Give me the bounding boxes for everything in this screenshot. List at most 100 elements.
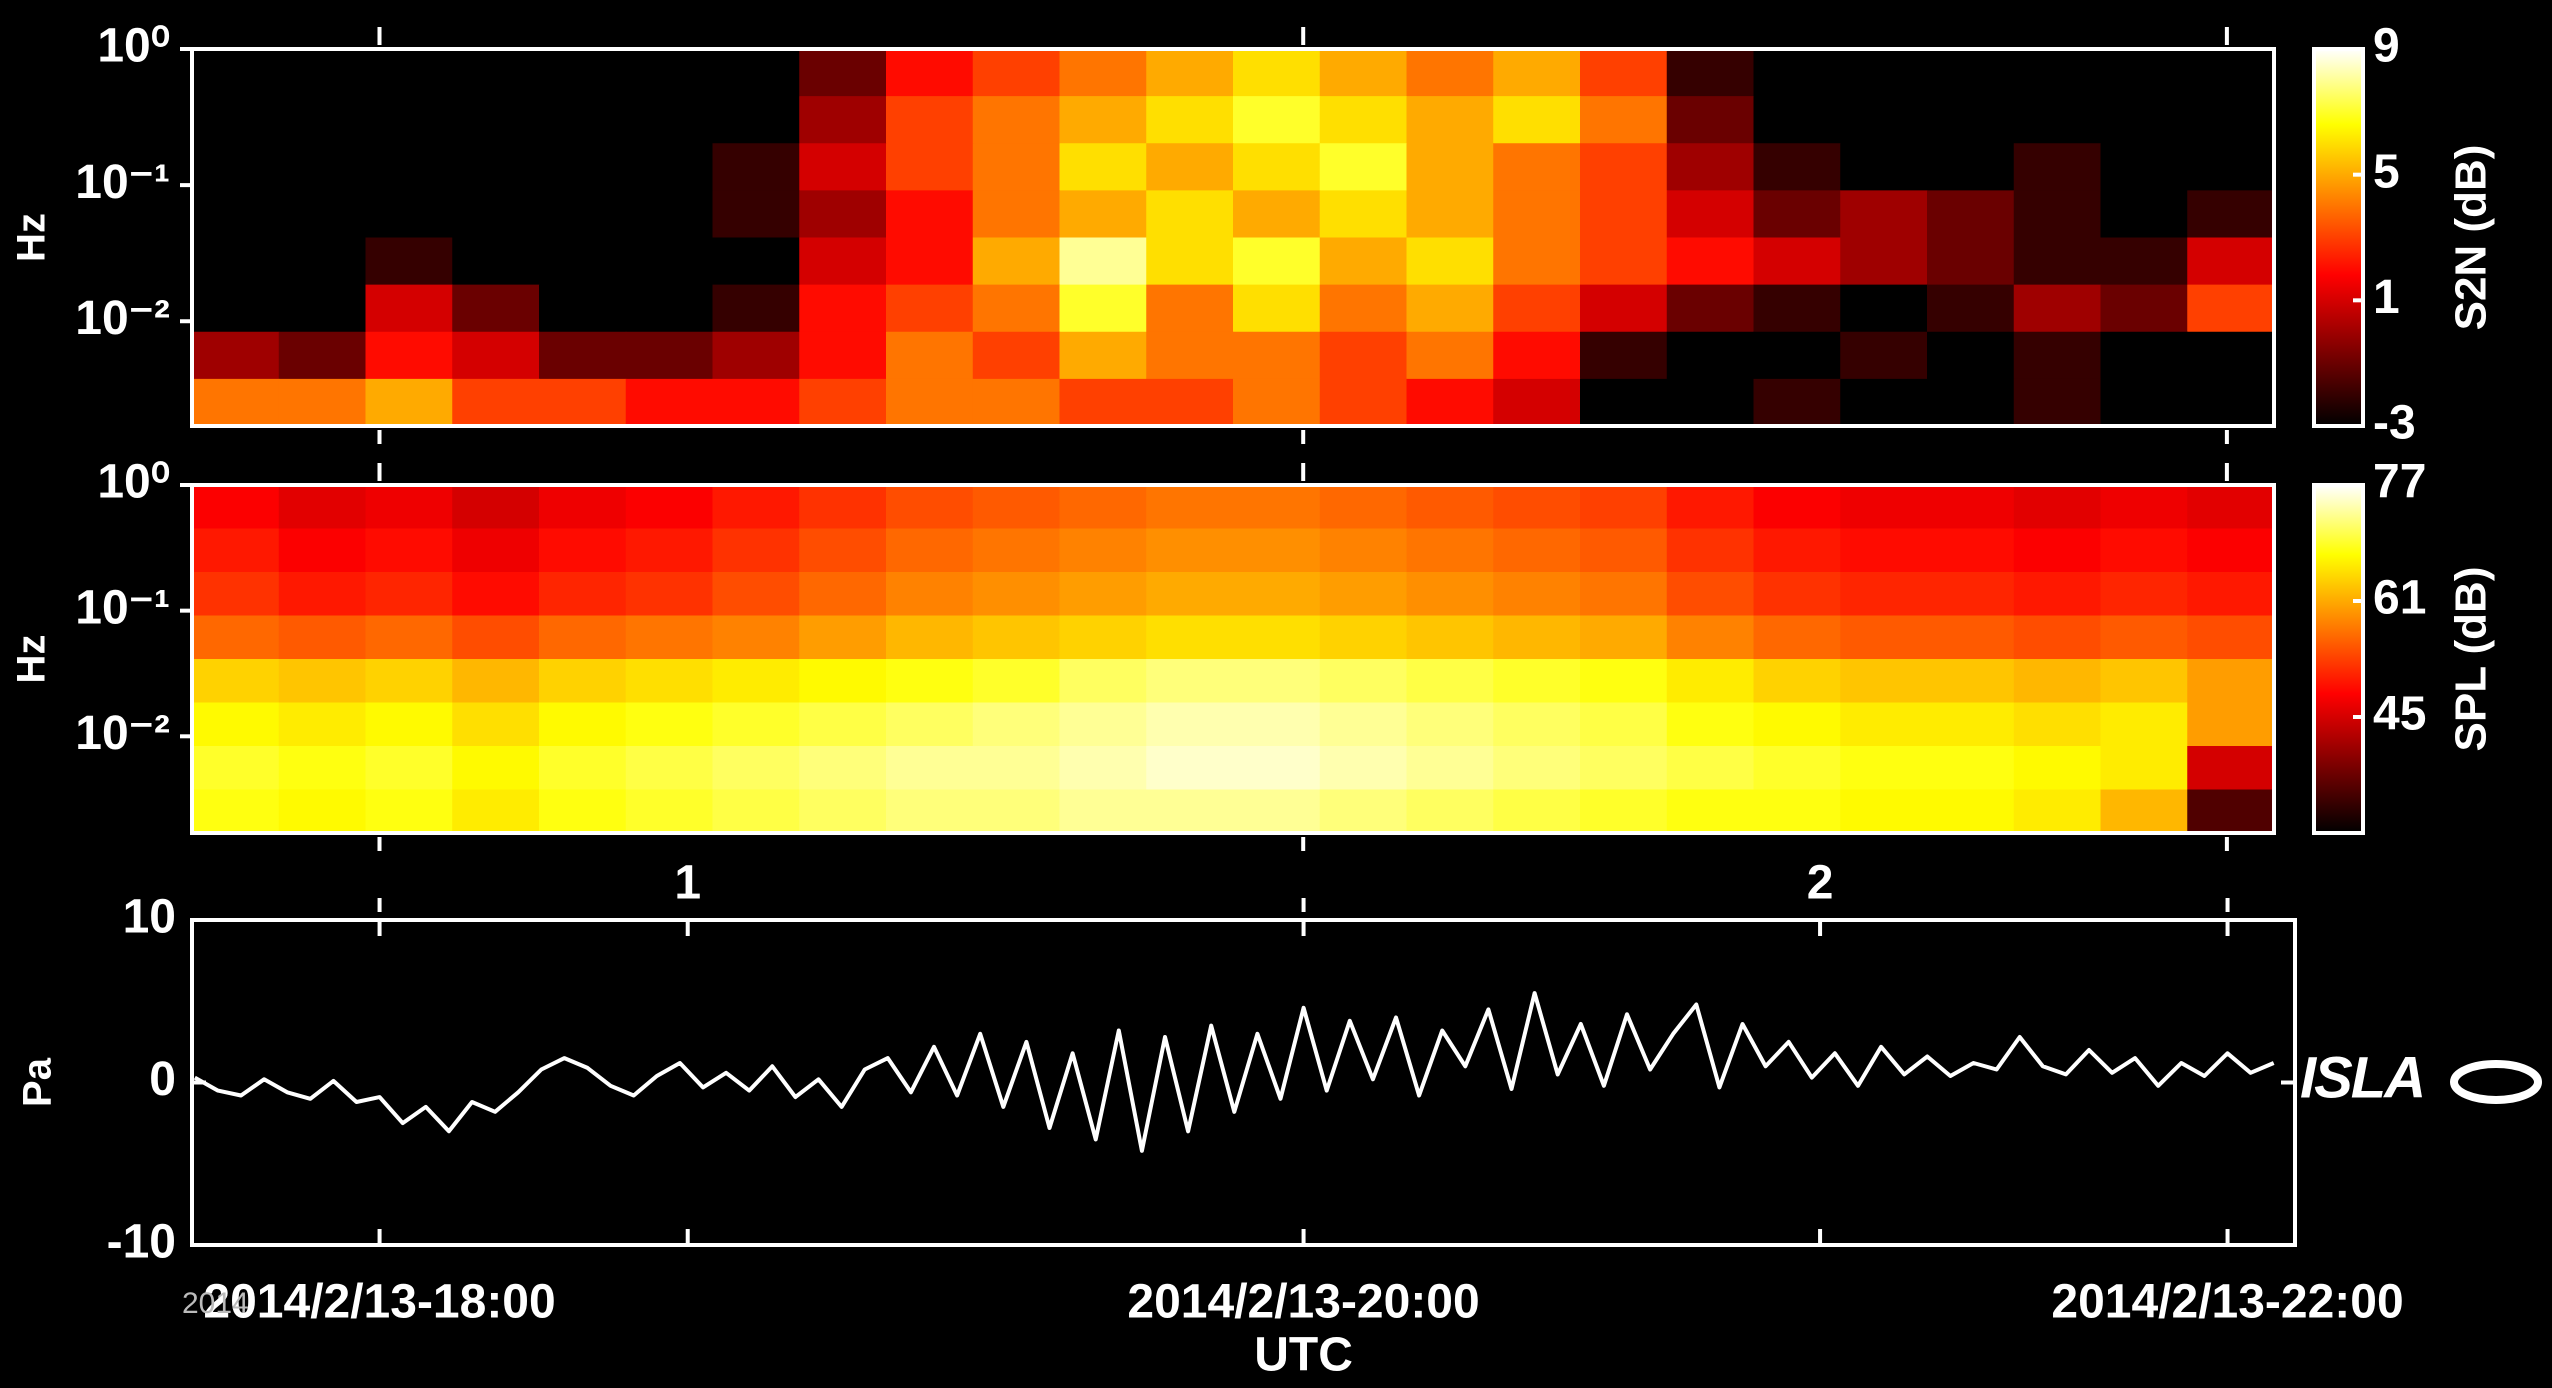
heatmap-cell — [1666, 746, 1755, 791]
heatmap-cell — [2013, 190, 2102, 239]
heatmap-cell — [278, 659, 367, 704]
heatmap-cell — [1406, 572, 1494, 617]
heatmap-cell — [2187, 572, 2275, 617]
heatmap-cell — [1493, 378, 1581, 427]
plot-frame — [190, 483, 2276, 835]
heatmap-cell — [2100, 702, 2188, 747]
heatmap-cell — [1146, 572, 1234, 617]
heatmap-cell — [539, 331, 627, 380]
heatmap-cell — [278, 746, 367, 791]
heatmap-cell — [365, 49, 453, 97]
heatmap-cell — [712, 746, 800, 791]
heatmap-cell — [712, 378, 800, 427]
heatmap-cell — [1666, 378, 1755, 427]
heatmap-cell — [278, 789, 367, 834]
heatmap-cell — [972, 789, 1061, 834]
heatmap-cell — [2013, 49, 2102, 97]
heatmap-cell — [452, 378, 540, 427]
heatmap-cell — [1406, 659, 1494, 704]
heatmap-cell — [1580, 143, 1668, 191]
heatmap-cell — [192, 143, 280, 191]
heatmap-cell — [2100, 528, 2188, 573]
heatmap-cell — [1666, 331, 1755, 380]
heatmap-cell — [1927, 378, 2015, 427]
heatmap-cell — [1059, 284, 1147, 333]
heatmap-cell — [625, 528, 714, 573]
heatmap-cell — [799, 485, 887, 530]
heatmap-cell — [1580, 237, 1668, 286]
colorbar-label: SPL (dB) — [2447, 567, 2496, 752]
heatmap-cell — [452, 528, 540, 573]
heatmap-cell — [972, 572, 1061, 617]
heatmap-cell — [1319, 615, 1408, 660]
heatmap-cell — [1580, 331, 1668, 380]
x-tick-label: 2014/2/13-20:00 — [1127, 1276, 1479, 1329]
heatmap-cell — [1753, 572, 1841, 617]
heatmap-cell — [1840, 746, 1928, 791]
heatmap-cell — [452, 485, 540, 530]
heatmap-cell — [1493, 572, 1581, 617]
heatmap-cell — [1580, 746, 1668, 791]
heatmap-cell — [886, 746, 974, 791]
heatmap-cell — [365, 237, 453, 286]
heatmap-cell — [1406, 96, 1494, 144]
heatmap-cell — [2187, 284, 2275, 333]
event-label: 2 — [1807, 857, 1834, 910]
heatmap-cell — [799, 615, 887, 660]
heatmap-cell — [1840, 659, 1928, 704]
heatmap-cell — [1753, 49, 1841, 97]
heatmap-cell — [2187, 485, 2275, 530]
heatmap-cell — [1666, 237, 1755, 286]
heatmap-cell — [1059, 49, 1147, 97]
heatmap-cell — [1840, 143, 1928, 191]
heatmap-cell — [1319, 331, 1408, 380]
heatmap-cell — [886, 237, 974, 286]
heatmap-cell — [1233, 96, 1321, 144]
heatmap-cell — [1059, 615, 1147, 660]
heatmap-cell — [1493, 331, 1581, 380]
heatmap-cell — [799, 378, 887, 427]
heatmap-cell — [1233, 702, 1321, 747]
heatmap-cell — [1233, 572, 1321, 617]
heatmap-cell — [192, 96, 280, 144]
heatmap-cell — [2100, 572, 2188, 617]
heatmap-cell — [1666, 190, 1755, 239]
heatmap-cell — [625, 378, 714, 427]
heatmap-cell — [1580, 528, 1668, 573]
heatmap-cell — [452, 331, 540, 380]
heatmap-cell — [1146, 789, 1234, 834]
heatmap-cell — [1493, 659, 1581, 704]
heatmap-cell — [2187, 528, 2275, 573]
heatmap-cell — [1580, 96, 1668, 144]
heatmap-cell — [799, 746, 887, 791]
heatmap-cell — [712, 572, 800, 617]
x-tick-label: 2014/2/13-22:00 — [2051, 1276, 2403, 1329]
heatmap-cell — [1146, 237, 1234, 286]
heatmap-cell — [278, 485, 367, 530]
watermark: 2014 — [182, 1287, 249, 1320]
heatmap-cell — [365, 190, 453, 239]
heatmap-cell — [1233, 49, 1321, 97]
heatmap-cell — [1059, 143, 1147, 191]
heatmap-cell — [1666, 284, 1755, 333]
heatmap-cell — [972, 615, 1061, 660]
heatmap-cell — [2013, 659, 2102, 704]
heatmap-cell — [2013, 572, 2102, 617]
heatmap-cell — [365, 746, 453, 791]
heatmap-cell — [1059, 659, 1147, 704]
heatmap-cell — [1059, 746, 1147, 791]
colorbar-tick-label: 5 — [2373, 145, 2400, 198]
heatmap-cell — [2187, 615, 2275, 660]
heatmap-cell — [1146, 331, 1234, 380]
heatmap-cell — [886, 143, 974, 191]
heatmap-cell — [2100, 284, 2188, 333]
heatmap-cell — [1406, 190, 1494, 239]
heatmap-cell — [365, 96, 453, 144]
heatmap-cell — [1233, 528, 1321, 573]
heatmap-cell — [278, 237, 367, 286]
heatmap-cell — [539, 190, 627, 239]
heatmap-cell — [799, 789, 887, 834]
heatmap-cell — [1406, 615, 1494, 660]
heatmap-cell — [1233, 190, 1321, 239]
heatmap-cell — [1233, 237, 1321, 286]
